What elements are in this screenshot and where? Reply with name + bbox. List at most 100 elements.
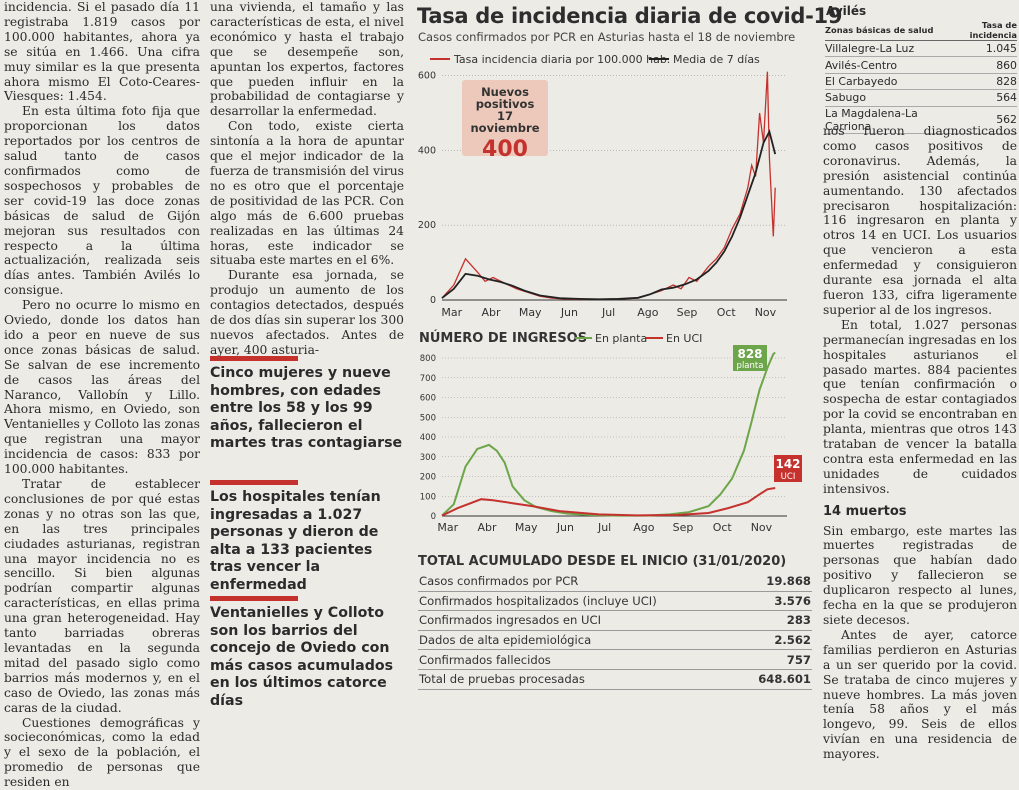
- pull-quote-text: Los hospitales tenían ingresadas a 1.027…: [210, 489, 404, 594]
- x-tick-label: Abr: [481, 306, 501, 319]
- x-tick-label: Nov: [751, 521, 773, 534]
- x-tick-label: Oct: [713, 521, 733, 534]
- column-header: Tasa de incidencia: [943, 20, 1017, 41]
- table-header: Zonas básicas de salud Tasa de incidenci…: [825, 20, 1017, 41]
- x-tick-label: Jun: [556, 521, 574, 534]
- x-tick-label: Mar: [437, 521, 458, 534]
- legend-label: Media de 7 días: [673, 53, 760, 66]
- paragraph: Sin embargo, este martes las muertes reg…: [823, 524, 1017, 628]
- zone-name: Villalegre-La Luz: [825, 41, 943, 57]
- pull-quote-bar: [210, 480, 298, 485]
- paragraph: Durante esa jornada, se produjo un aumen…: [210, 268, 404, 357]
- pull-quote-text: Ventanielles y Colloto son los barrios d…: [210, 605, 404, 710]
- row-label: Dados de alta epidemiológica: [418, 630, 739, 650]
- x-tick-label: May: [515, 521, 538, 534]
- paragraph: Con todo, existe cierta sintonía a la ho…: [210, 119, 404, 268]
- article-column-2: una vivienda, el tamaño y las caracterís…: [210, 0, 404, 358]
- y-tick-label: 500: [420, 413, 436, 423]
- y-tick-label: 400: [420, 433, 436, 443]
- x-tick-label: May: [519, 306, 542, 319]
- y-tick-label: 400: [418, 145, 436, 156]
- paragraph: Pero no ocurre lo mismo en Oviedo, donde…: [4, 298, 200, 477]
- zone-rate: 1.045: [943, 41, 1017, 57]
- y-tick-label: 0: [431, 512, 436, 522]
- paragraph: incidencia. Si el pasado día 11 registra…: [4, 0, 200, 104]
- aviles-title: Avilés: [826, 4, 866, 18]
- article-column-3: nos fueron diagnosticados como casos pos…: [823, 124, 1017, 762]
- row-label: Confirmados ingresados en UCI: [418, 611, 739, 631]
- y-tick-label: 0: [430, 295, 436, 306]
- pull-quote-text: Cinco mujeres y nueve hombres, con edade…: [210, 365, 404, 453]
- badge-value: 400: [462, 137, 548, 162]
- zone-name: Sabugo: [825, 90, 943, 106]
- legend-label: En planta: [595, 332, 647, 345]
- y-tick-label: 700: [420, 374, 436, 384]
- series-line-planta: [442, 353, 775, 516]
- planta-callout-value: 828: [737, 347, 762, 361]
- uci-callout-value: 142: [775, 457, 800, 471]
- y-tick-label: 300: [420, 453, 436, 463]
- y-tick-label: 800: [420, 354, 436, 364]
- paragraph: Cuestiones demográficas y socieconómicas…: [4, 716, 200, 790]
- x-tick-label: Ago: [633, 521, 655, 534]
- row-label: Casos confirmados por PCR: [418, 572, 739, 591]
- planta-callout-label: planta: [737, 361, 764, 371]
- zone-rate: 564: [943, 90, 1017, 106]
- y-tick-label: 100: [420, 492, 436, 502]
- row-value: 19.868: [739, 572, 812, 591]
- aviles-table: Zonas básicas de salud Tasa de incidenci…: [825, 20, 1017, 134]
- row-value: 2.562: [739, 630, 812, 650]
- zone-rate: 828: [943, 73, 1017, 89]
- paragraph: Tratar de establecer conclusiones de por…: [4, 477, 200, 716]
- uci-callout-label: UCI: [781, 472, 796, 482]
- x-tick-label: Abr: [477, 521, 497, 534]
- chart-subtitle: Casos confirmados por PCR en Asturias ha…: [418, 30, 795, 44]
- x-tick-label: Nov: [755, 306, 777, 319]
- section-heading: 14 muertos: [823, 505, 1017, 520]
- x-tick-label: Ago: [637, 306, 659, 319]
- series-line-uci: [442, 488, 775, 516]
- row-label: Total de pruebas procesadas: [418, 669, 739, 689]
- chart-title: Tasa de incidencia diaria de covid-19: [417, 4, 842, 28]
- pull-quote-bar: [210, 356, 298, 361]
- zone-name: El Carbayedo: [825, 73, 943, 89]
- x-tick-label: Sep: [677, 306, 698, 319]
- badge-date: 17 noviembre: [462, 110, 548, 134]
- y-tick-label: 600: [420, 394, 436, 404]
- zone-name: Avilés-Centro: [825, 57, 943, 73]
- column-header: Zonas básicas de salud: [825, 20, 943, 41]
- paragraph: Antes de ayer, catorce familias perdiero…: [823, 628, 1017, 762]
- paragraph: nos fueron diagnosticados como casos pos…: [823, 124, 1017, 318]
- row-label: Confirmados hospitalizados (incluye UCI): [418, 591, 739, 611]
- paragraph: En total, 1.027 personas permanecían ing…: [823, 318, 1017, 497]
- row-value: 283: [739, 611, 812, 631]
- legend-label: En UCI: [666, 332, 702, 345]
- x-tick-label: Jul: [601, 306, 615, 319]
- paragraph: una vivienda, el tamaño y las caracterís…: [210, 0, 404, 119]
- x-tick-label: Sep: [673, 521, 694, 534]
- legend-label: Tasa incidencia diaria por 100.000 hab.: [453, 53, 670, 66]
- pull-quote-2: Los hospitales tenían ingresadas a 1.027…: [210, 480, 404, 594]
- y-tick-label: 600: [418, 70, 436, 81]
- paragraph: En esta última foto fija que proporciona…: [4, 104, 200, 298]
- section-title: NÚMERO DE INGRESOS: [419, 330, 587, 346]
- row-label: Confirmados fallecidos: [418, 650, 739, 670]
- row-value: 757: [739, 650, 812, 670]
- pull-quote-bar: [210, 596, 298, 601]
- y-tick-label: 200: [418, 220, 436, 231]
- article-column-1: incidencia. Si el pasado día 11 registra…: [4, 0, 200, 790]
- x-tick-label: Mar: [441, 306, 462, 319]
- row-value: 3.576: [739, 591, 812, 611]
- x-tick-label: Jul: [597, 521, 611, 534]
